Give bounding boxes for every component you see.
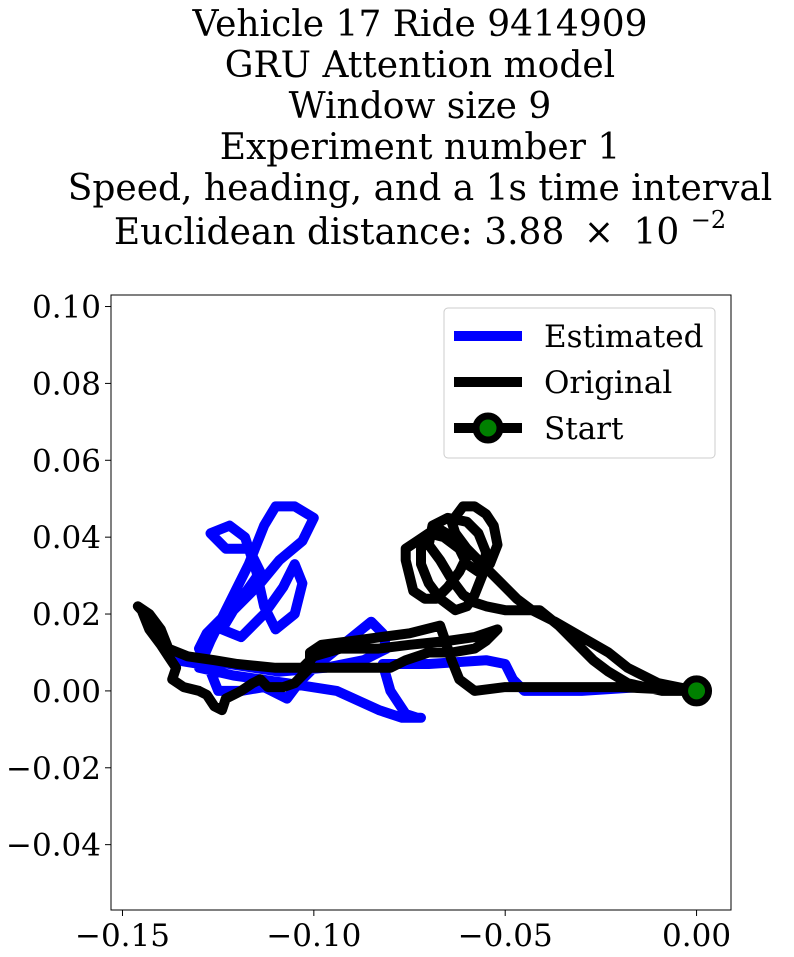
title-line-1: Vehicle 17 Ride 9414909 bbox=[191, 4, 647, 45]
y-tick-label: 0.00 bbox=[32, 674, 101, 710]
title-line-6: Euclidean distance: 3.88 × 10 −2 bbox=[114, 206, 726, 253]
y-tick-label: 0.04 bbox=[32, 520, 101, 556]
y-tick-label: −0.02 bbox=[6, 751, 101, 787]
series-layer bbox=[132, 501, 702, 723]
legend-label-start: Start bbox=[544, 411, 624, 447]
y-tick-label: 0.10 bbox=[32, 290, 101, 326]
legend-label-estimated: Estimated bbox=[544, 319, 703, 355]
start-marker-layer bbox=[681, 675, 713, 707]
legend-label-original: Original bbox=[544, 365, 672, 401]
x-tick-label: 0.00 bbox=[662, 918, 731, 954]
plot-frame bbox=[110, 294, 732, 911]
legend-box bbox=[443, 307, 716, 459]
series-line-original bbox=[132, 501, 702, 716]
title-line-3: Window size 9 bbox=[289, 86, 552, 127]
x-axis: −0.15 −0.10 −0.05 0.00 bbox=[75, 910, 731, 954]
start-point-marker bbox=[681, 675, 713, 707]
legend: Estimated Original Start bbox=[443, 307, 716, 459]
y-tick-label: 0.08 bbox=[32, 366, 101, 402]
chart-title: Vehicle 17 Ride 9414909 GRU Attention mo… bbox=[68, 4, 773, 253]
title-line-2: GRU Attention model bbox=[225, 45, 615, 86]
x-tick-label: −0.15 bbox=[75, 918, 170, 954]
y-axis: −0.04 −0.02 0.00 0.02 0.04 0.06 0.08 0.10 bbox=[6, 290, 111, 864]
title-line-5: Speed, heading, and a 1s time interval bbox=[68, 168, 773, 209]
y-tick-label: −0.04 bbox=[6, 828, 101, 864]
x-tick-label: −0.05 bbox=[458, 918, 553, 954]
title-line-4: Experiment number 1 bbox=[220, 127, 621, 168]
y-tick-label: 0.06 bbox=[32, 443, 101, 479]
title-distance-base: 10 bbox=[633, 212, 679, 253]
title-distance-times: × bbox=[584, 212, 614, 253]
title-distance-prefix: Euclidean distance: 3.88 bbox=[114, 212, 564, 253]
y-tick-label: 0.02 bbox=[32, 597, 101, 633]
x-tick-label: −0.10 bbox=[266, 918, 361, 954]
title-distance-exponent: −2 bbox=[691, 206, 726, 234]
legend-swatch-start-marker bbox=[472, 412, 504, 444]
